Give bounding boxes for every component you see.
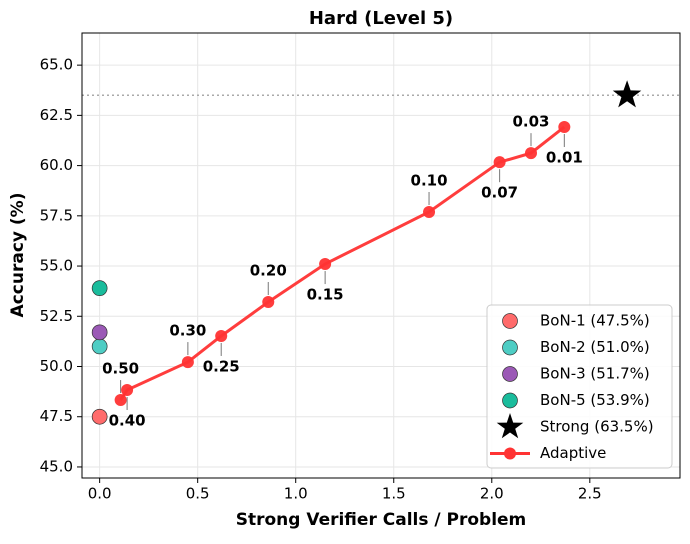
legend-label: BoN-5 (53.9%) [540,391,650,409]
point-label: 0.01 [546,149,583,167]
star-point [612,80,642,108]
y-tick-label: 50.0 [40,357,73,375]
x-tick-label: 0.0 [88,485,112,503]
point-label: 0.15 [307,286,344,304]
x-tick-label: 1.0 [284,485,308,503]
legend-label: BoN-1 (47.5%) [540,312,650,330]
plot-frame [81,32,681,479]
legend-marker [502,366,518,382]
point-label: 0.03 [512,113,549,131]
point-label: 0.30 [169,322,206,340]
y-tick-label: 52.5 [40,307,73,325]
legend-marker [502,339,518,356]
y-tick-label: 62.5 [40,106,73,124]
point [91,280,108,296]
point [91,324,108,341]
x-axis-label: Strong Verifier Calls / Problem [236,510,527,530]
legend-marker [504,447,516,460]
x-tick-label: 1.5 [382,485,406,503]
y-tick-label: 60.0 [40,156,73,174]
point [262,296,275,309]
legend-marker [502,392,518,409]
y-axis-label: Accuracy (%) [8,193,28,318]
y-tick-label: 65.0 [40,56,73,74]
point [121,384,134,397]
point [114,394,127,407]
legend-label: BoN-3 (51.7%) [540,365,650,383]
point [558,121,571,134]
y-tick-label: 45.0 [40,457,73,475]
legend-marker [502,313,518,329]
legend-label: BoN-2 (51.0%) [540,338,650,356]
legend-box [486,304,673,469]
point [319,258,332,271]
point-label: 0.25 [203,357,240,375]
legend-label: Adaptive [540,444,606,462]
y-tick-label: 57.5 [40,206,73,224]
legend-marker [496,413,524,439]
point [493,156,506,169]
point-label: 0.20 [250,262,287,280]
point-label: 0.10 [411,172,448,190]
point [91,338,108,355]
line [119,125,566,401]
legend-label: Strong (63.5%) [540,418,654,436]
x-tick-label: 2.5 [578,485,602,503]
point [524,147,537,160]
point-label: 0.07 [481,184,518,202]
point-label: 0.50 [102,360,139,378]
point [423,206,436,219]
point [181,356,194,369]
point [91,408,108,425]
point [215,329,228,342]
y-tick-label: 47.5 [40,407,73,425]
point-label: 0.40 [109,412,146,430]
x-tick-label: 0.5 [186,485,210,503]
x-tick-label: 2.0 [480,485,504,503]
chart-title: Hard (Level 5) [309,8,453,29]
y-tick-label: 55.0 [40,257,73,275]
